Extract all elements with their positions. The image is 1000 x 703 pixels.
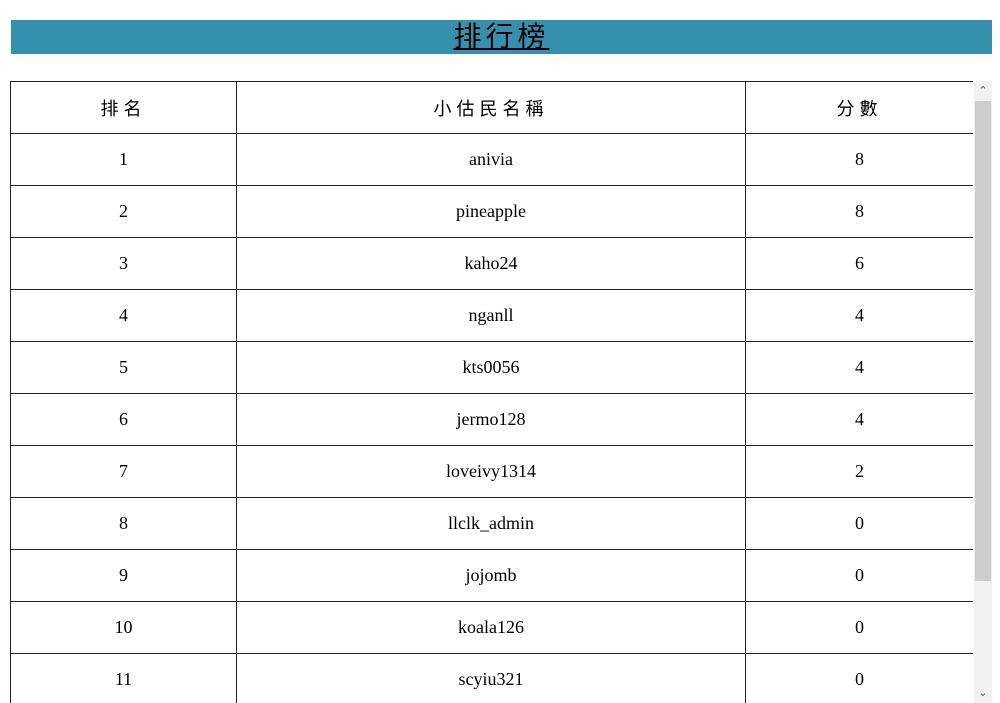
cell-rank: 1 <box>10 133 237 186</box>
table-row: 4 nganll 4 <box>10 289 973 342</box>
table-row: 2 pineapple 8 <box>10 185 973 238</box>
table-row: 10 koala126 0 <box>10 601 973 654</box>
cell-score: 4 <box>745 341 973 394</box>
table-row: 7 loveivy1314 2 <box>10 445 973 498</box>
cell-name: anivia <box>236 133 746 186</box>
table-row: 1 anivia 8 <box>10 133 973 186</box>
table-row: 5 kts0056 4 <box>10 341 973 394</box>
cell-score: 0 <box>745 497 973 550</box>
cell-rank: 3 <box>10 237 237 290</box>
scrollbar[interactable]: ⌃ ⌄ <box>974 81 992 703</box>
table-row: 8 llclk_admin 0 <box>10 497 973 550</box>
cell-score: 2 <box>745 445 973 498</box>
header-score: 分數 <box>745 81 973 134</box>
cell-name: llclk_admin <box>236 497 746 550</box>
cell-score: 6 <box>745 237 973 290</box>
cell-name: loveivy1314 <box>236 445 746 498</box>
cell-name: pineapple <box>236 185 746 238</box>
table-row: 9 jojomb 0 <box>10 549 973 602</box>
cell-name: jermo128 <box>236 393 746 446</box>
cell-rank: 9 <box>10 549 237 602</box>
cell-rank: 6 <box>10 393 237 446</box>
cell-name: koala126 <box>236 601 746 654</box>
chevron-up-icon[interactable]: ⌃ <box>978 84 988 97</box>
cell-name: kaho24 <box>236 237 746 290</box>
cell-rank: 7 <box>10 445 237 498</box>
header-name: 小估民名稱 <box>236 81 746 134</box>
cell-rank: 4 <box>10 289 237 342</box>
table-row: 11 scyiu321 0 <box>10 653 973 703</box>
cell-name: jojomb <box>236 549 746 602</box>
scrollbar-thumb[interactable] <box>975 101 991 581</box>
cell-rank: 11 <box>10 653 237 703</box>
page-title-bar: 排行榜 <box>11 20 992 54</box>
cell-score: 0 <box>745 549 973 602</box>
table-header-row: 排名 小估民名稱 分數 <box>10 81 973 134</box>
table-row: 3 kaho24 6 <box>10 237 973 290</box>
cell-rank: 8 <box>10 497 237 550</box>
cell-rank: 10 <box>10 601 237 654</box>
cell-score: 4 <box>745 289 973 342</box>
cell-rank: 5 <box>10 341 237 394</box>
leaderboard-table: 排名 小估民名稱 分數 1 anivia 8 2 pineapple 8 3 kaho24 6 4… <box>10 81 973 703</box>
table-row: 6 jermo128 4 <box>10 393 973 446</box>
cell-name: nganll <box>236 289 746 342</box>
page-title: 排行榜 <box>453 20 550 53</box>
cell-name: scyiu321 <box>236 653 746 703</box>
cell-score: 8 <box>745 133 973 186</box>
leaderboard-container: 排名 小估民名稱 分數 1 anivia 8 2 pineapple 8 3 kaho24 6 4… <box>10 81 973 703</box>
cell-score: 0 <box>745 601 973 654</box>
chevron-down-icon[interactable]: ⌄ <box>978 686 988 699</box>
cell-name: kts0056 <box>236 341 746 394</box>
cell-rank: 2 <box>10 185 237 238</box>
cell-score: 4 <box>745 393 973 446</box>
cell-score: 0 <box>745 653 973 703</box>
cell-score: 8 <box>745 185 973 238</box>
header-rank: 排名 <box>10 81 237 134</box>
